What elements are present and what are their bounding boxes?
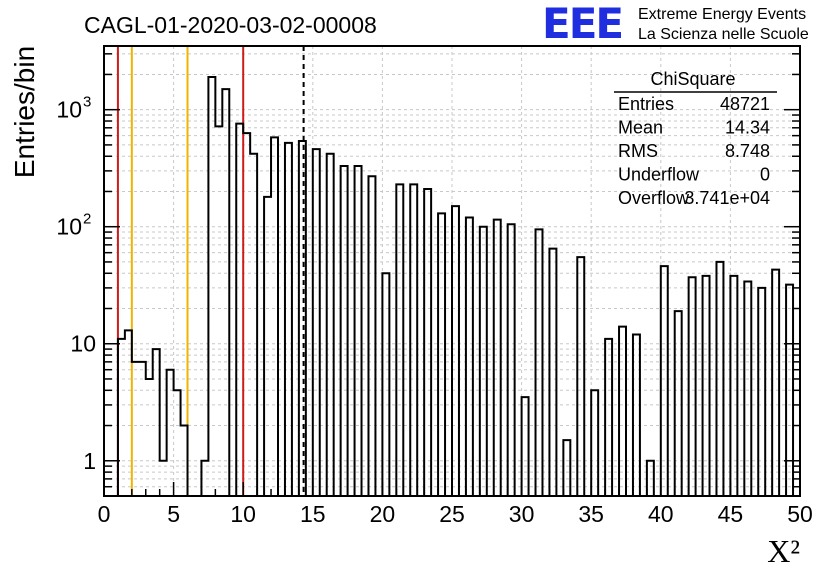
stats-row-label: Mean <box>618 118 663 138</box>
x-tick-label: 35 <box>578 501 604 527</box>
stats-row-label: Underflow <box>618 165 700 185</box>
stats-row-value: 3.741e+04 <box>684 188 770 208</box>
x-tick-label: 0 <box>98 501 111 527</box>
y-tick-label: 10 <box>70 331 96 357</box>
eee-logo-mark: EEE <box>542 0 622 48</box>
x-tick-label: 20 <box>370 501 396 527</box>
logo-line-2: La Scienza nelle Scuole <box>638 26 809 43</box>
x-tick-label: 45 <box>718 501 744 527</box>
stats-row-label: Entries <box>618 94 674 114</box>
y-tick-exponent: 2 <box>83 211 91 228</box>
stats-row-value: 0 <box>760 165 770 185</box>
y-axis-label: Entries/bin <box>9 46 40 178</box>
stats-row-value: 48721 <box>720 94 770 114</box>
x-axis-label: X² <box>767 533 800 569</box>
eee-logo: EEE Extreme Energy Events La Scienza nel… <box>542 0 809 48</box>
y-tick-exponent: 3 <box>83 94 91 111</box>
x-tick-label: 25 <box>439 501 465 527</box>
y-tick-label: 10 <box>56 97 82 123</box>
stats-box: ChiSquare Entries 48721 Mean 14.34 RMS 8.748 U… <box>614 69 777 208</box>
x-tick-label: 30 <box>509 501 535 527</box>
x-tick-label: 50 <box>787 501 813 527</box>
stats-row-value: 14.34 <box>725 118 770 138</box>
y-tick-label: 1 <box>83 448 96 474</box>
stats-row-label: Overflow <box>618 188 690 208</box>
cut-lines <box>116 46 305 496</box>
y-tick-label: 10 <box>56 214 82 240</box>
histogram-outline <box>104 76 800 497</box>
x-tick-label: 15 <box>300 501 326 527</box>
stats-row-value: 8.748 <box>725 141 770 161</box>
x-tick-label: 40 <box>648 501 674 527</box>
stats-title: ChiSquare <box>650 69 735 89</box>
x-tick-label: 5 <box>167 501 180 527</box>
stats-row-label: RMS <box>618 141 658 161</box>
logo-line-1: Extreme Energy Events <box>638 6 806 23</box>
x-tick-label: 10 <box>230 501 256 527</box>
chart-title: CAGL-01-2020-03-02-00008 <box>84 12 377 38</box>
